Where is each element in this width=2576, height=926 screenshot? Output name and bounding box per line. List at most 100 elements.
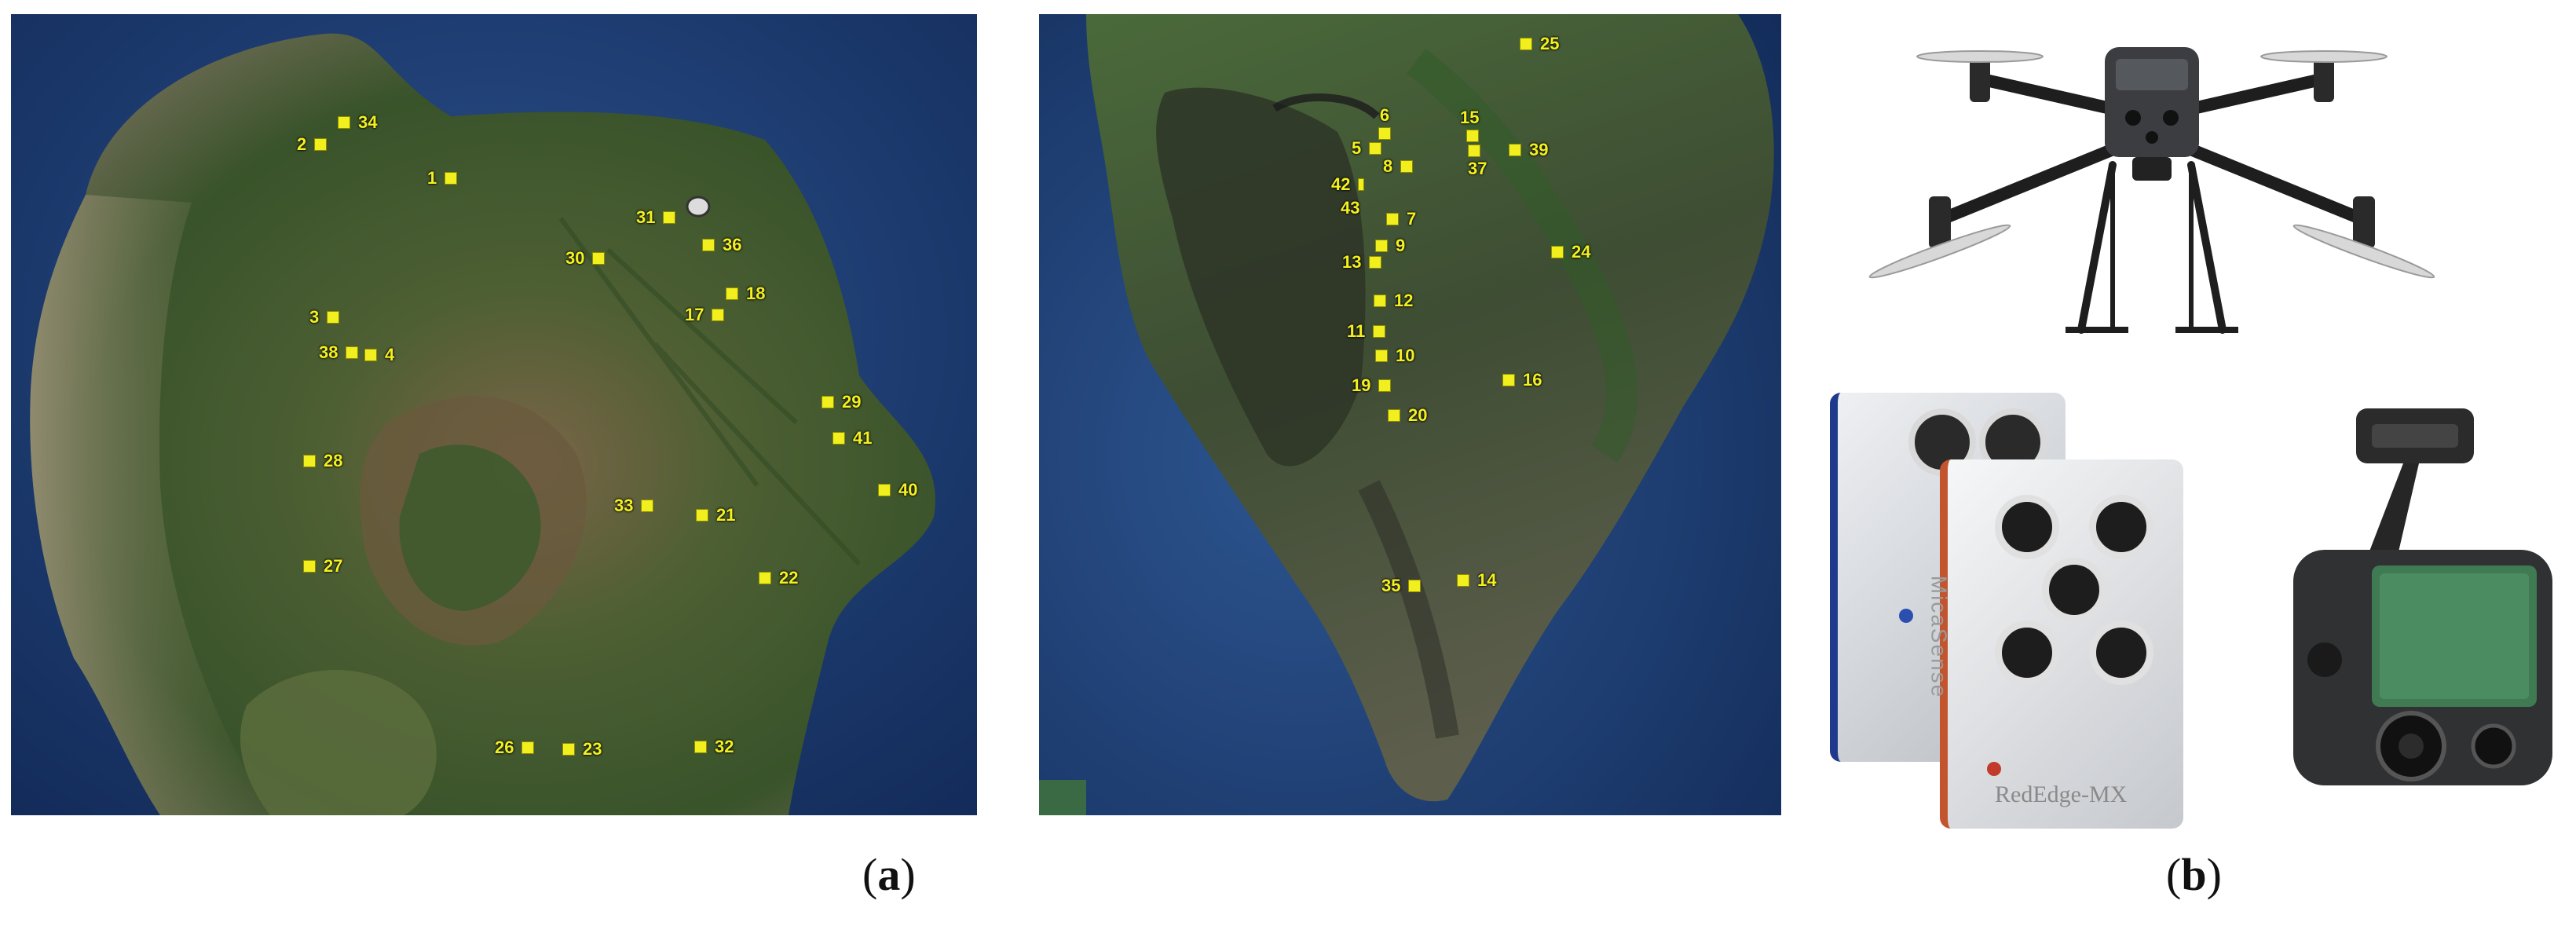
marker-square xyxy=(1408,580,1422,592)
survey-point-marker[interactable]: 41 xyxy=(832,430,872,447)
survey-point-marker[interactable]: 8 xyxy=(1383,158,1414,175)
survey-point-marker[interactable]: 39 xyxy=(1509,141,1548,159)
marker-square xyxy=(1369,256,1382,269)
marker-label: 19 xyxy=(1352,375,1371,395)
rededge-camera-front: RedEdge-MX MicaSense xyxy=(1927,459,2183,829)
marker-square xyxy=(878,484,891,496)
marker-label: 5 xyxy=(1352,138,1362,158)
marker-label: 22 xyxy=(779,568,799,587)
survey-point-marker[interactable]: 23 xyxy=(562,741,602,758)
caption-paren-open: ( xyxy=(2166,849,2182,900)
survey-point-marker[interactable]: 19 xyxy=(1352,375,1392,395)
survey-point-marker[interactable]: 5 xyxy=(1352,138,1382,158)
marker-label: 11 xyxy=(1347,321,1366,341)
survey-point-marker[interactable]: 31 xyxy=(636,209,676,226)
camera-side-text: MicaSense xyxy=(1927,575,1952,699)
survey-point-marker[interactable]: 9 xyxy=(1375,237,1405,254)
survey-point-marker[interactable]: 27 xyxy=(303,558,342,575)
survey-point-marker[interactable]: 16 xyxy=(1502,371,1542,389)
caption-paren-close: ) xyxy=(2206,849,2222,900)
marker-square xyxy=(364,349,377,361)
marker-square xyxy=(1468,145,1480,157)
marker-square xyxy=(303,455,316,467)
marker-label: 42 xyxy=(1331,174,1351,194)
marker-label: 24 xyxy=(1572,242,1591,262)
survey-point-marker[interactable]: 35 xyxy=(1381,576,1422,595)
survey-point-marker[interactable]: 42 xyxy=(1331,174,1365,194)
marker-square xyxy=(592,252,606,265)
marker-square xyxy=(759,572,771,584)
marker-square xyxy=(1509,144,1521,156)
survey-point-marker[interactable]: 17 xyxy=(685,306,725,324)
marker-label: 23 xyxy=(583,739,602,759)
survey-point-marker[interactable]: 29 xyxy=(821,393,861,411)
marker-label: 21 xyxy=(716,505,736,525)
marker-square xyxy=(726,287,738,300)
survey-point-marker[interactable]: 15 xyxy=(1460,108,1480,142)
survey-point-marker[interactable]: 25 xyxy=(1520,35,1559,53)
marker-label: 1 xyxy=(427,168,437,188)
marker-label: 34 xyxy=(358,112,378,132)
survey-point-marker[interactable]: 3 xyxy=(309,309,340,326)
marker-square xyxy=(521,741,535,754)
survey-point-marker[interactable]: 40 xyxy=(878,481,917,499)
marker-square xyxy=(832,432,845,445)
marker-square xyxy=(712,309,725,321)
survey-point-marker[interactable]: 6 xyxy=(1378,107,1391,140)
marker-square xyxy=(1369,142,1382,155)
lens-icon xyxy=(2042,558,2106,622)
marker-square xyxy=(327,311,340,324)
marker-label: 35 xyxy=(1381,576,1401,595)
survey-point-marker[interactable]: 36 xyxy=(702,236,741,254)
marker-label: 30 xyxy=(565,248,585,268)
survey-point-marker[interactable]: 37 xyxy=(1468,145,1487,178)
survey-point-marker[interactable]: 18 xyxy=(726,285,765,302)
survey-point-marker[interactable]: 2 xyxy=(297,136,327,153)
marker-square xyxy=(821,396,834,408)
survey-point-marker[interactable]: 1 xyxy=(427,168,458,188)
survey-point-marker[interactable]: 38 xyxy=(319,344,359,361)
survey-point-marker[interactable]: 22 xyxy=(759,569,798,587)
marker-square xyxy=(445,172,458,185)
survey-point-marker[interactable]: 30 xyxy=(565,248,606,268)
survey-point-marker[interactable]: 33 xyxy=(614,497,654,514)
survey-point-marker[interactable]: 34 xyxy=(338,114,377,131)
survey-point-marker[interactable]: 26 xyxy=(495,739,535,756)
survey-point-marker[interactable]: 4 xyxy=(364,346,394,364)
survey-point-marker[interactable]: 14 xyxy=(1457,572,1496,589)
survey-point-marker[interactable]: 21 xyxy=(696,507,735,524)
marker-square xyxy=(1378,379,1392,392)
marker-square xyxy=(1375,350,1388,362)
marker-square xyxy=(1375,240,1388,252)
survey-point-marker[interactable]: 12 xyxy=(1374,292,1413,309)
marker-square xyxy=(346,346,359,359)
survey-point-marker[interactable]: 24 xyxy=(1551,243,1590,261)
survey-point-marker[interactable]: 11 xyxy=(1347,321,1386,341)
marker-square xyxy=(1551,246,1564,258)
marker-square xyxy=(702,239,715,251)
marker-square xyxy=(303,560,316,573)
survey-point-marker[interactable]: 13 xyxy=(1342,254,1382,271)
caption-a: (a) xyxy=(862,848,916,901)
marker-label: 4 xyxy=(385,345,395,364)
marker-square xyxy=(694,741,707,753)
survey-point-marker[interactable]: 10 xyxy=(1375,347,1414,364)
marker-label: 9 xyxy=(1396,236,1406,255)
marker-label: 40 xyxy=(898,480,918,500)
survey-point-marker[interactable]: 28 xyxy=(303,452,342,470)
survey-point-marker[interactable]: 43 xyxy=(1341,199,1359,217)
marker-label: 2 xyxy=(297,134,307,154)
survey-point-marker[interactable]: 7 xyxy=(1386,210,1416,228)
survey-point-marker[interactable]: 32 xyxy=(694,738,734,756)
survey-point-marker[interactable]: 20 xyxy=(1388,407,1427,424)
lens-icon xyxy=(2089,495,2153,559)
marker-square xyxy=(338,116,350,129)
caption-letter: b xyxy=(2181,849,2207,900)
marker-label: 6 xyxy=(1379,105,1390,125)
marker-label: 28 xyxy=(324,451,343,470)
lens-icon xyxy=(1995,620,2059,685)
marker-label: 15 xyxy=(1460,108,1480,127)
marker-square xyxy=(641,500,654,512)
marker-label: 7 xyxy=(1407,209,1417,229)
map-south-island: 25 6 15 5 8 37 39 42 43 7 9 24 13 12 11 … xyxy=(1039,14,1781,815)
